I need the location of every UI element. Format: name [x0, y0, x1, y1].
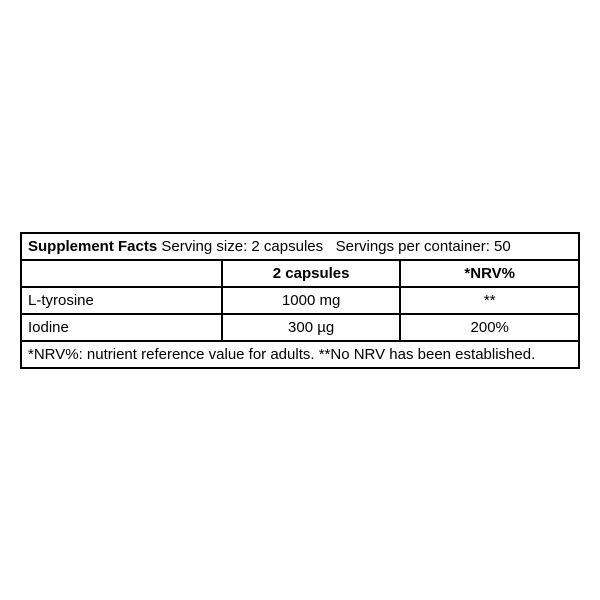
- header-row: 2 capsules *NRV%: [21, 260, 579, 287]
- table-row: Iodine 300 µg 200%: [21, 314, 579, 341]
- ingredient-name: L-tyrosine: [21, 287, 222, 314]
- table-row: L-tyrosine 1000 mg **: [21, 287, 579, 314]
- ingredient-name: Iodine: [21, 314, 222, 341]
- ingredient-nrv: 200%: [400, 314, 579, 341]
- footnote: *NRV%: nutrient reference value for adul…: [21, 341, 579, 368]
- ingredient-amount: 1000 mg: [222, 287, 401, 314]
- supplement-facts-table: Supplement Facts Serving size: 2 capsule…: [20, 232, 580, 369]
- ingredient-nrv: **: [400, 287, 579, 314]
- serving-size: Serving size: 2 capsules: [161, 238, 323, 255]
- title-cell: Supplement Facts Serving size: 2 capsule…: [21, 233, 579, 260]
- ingredient-amount: 300 µg: [222, 314, 401, 341]
- footnote-row: *NRV%: nutrient reference value for adul…: [21, 341, 579, 368]
- col-header-amount: 2 capsules: [222, 260, 401, 287]
- servings-per-container: Servings per container: 50: [336, 238, 511, 255]
- facts-title: Supplement Facts: [28, 238, 157, 255]
- title-row: Supplement Facts Serving size: 2 capsule…: [21, 233, 579, 260]
- col-header-nrv: *NRV%: [400, 260, 579, 287]
- col-header-name: [21, 260, 222, 287]
